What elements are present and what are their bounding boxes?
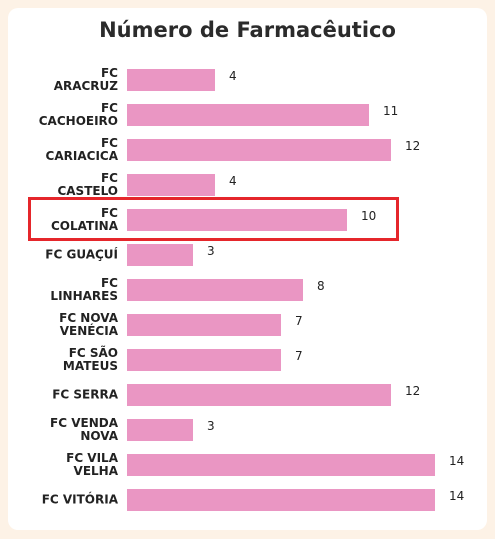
y-tick-label: FC LINHARES <box>50 276 118 303</box>
bar <box>127 454 435 476</box>
value-label: 4 <box>229 69 237 83</box>
chart-title: Número de Farmacêutico <box>99 18 396 42</box>
y-tick-label: FC ARACRUZ <box>53 66 118 93</box>
bar <box>127 69 215 91</box>
y-tick-label: FC GUAÇUÍ <box>45 247 118 262</box>
value-label: 7 <box>295 349 303 363</box>
y-tick-label: FC COLATINA <box>51 206 118 233</box>
y-tick-label: FC SERRA <box>52 387 118 402</box>
value-label: 11 <box>383 104 399 118</box>
bar <box>127 174 215 196</box>
bar <box>127 104 369 126</box>
y-tick-label: FC NOVA VENÉCIA <box>59 311 118 338</box>
bar <box>127 139 391 161</box>
y-tick-label: FC CACHOEIRO <box>38 101 118 128</box>
value-label: 3 <box>207 419 215 433</box>
bar <box>127 349 281 371</box>
value-label: 12 <box>405 384 421 398</box>
value-label: 12 <box>405 139 421 153</box>
y-tick-label: FC SÃO MATEUS <box>62 346 118 373</box>
y-tick-label: FC VILA VELHA <box>66 451 118 478</box>
value-label: 10 <box>361 209 377 223</box>
value-label: 7 <box>295 314 303 328</box>
bar <box>127 279 303 301</box>
bar <box>127 314 281 336</box>
y-tick-label: FC VENDA NOVA <box>50 416 118 443</box>
bar <box>127 489 435 511</box>
y-tick-label: FC CASTELO <box>57 171 118 198</box>
y-tick-label: FC CARIACICA <box>45 136 118 163</box>
value-label: 3 <box>207 244 215 258</box>
bar <box>127 419 193 441</box>
value-label: 4 <box>229 174 237 188</box>
value-label: 14 <box>449 454 465 468</box>
value-label: 8 <box>317 279 325 293</box>
value-label: 14 <box>449 489 465 503</box>
bar <box>127 244 193 266</box>
card <box>8 8 487 530</box>
highlight-box <box>28 197 399 241</box>
y-tick-label: FC VITÓRIA <box>41 492 118 507</box>
bar <box>127 384 391 406</box>
bar <box>127 209 347 231</box>
